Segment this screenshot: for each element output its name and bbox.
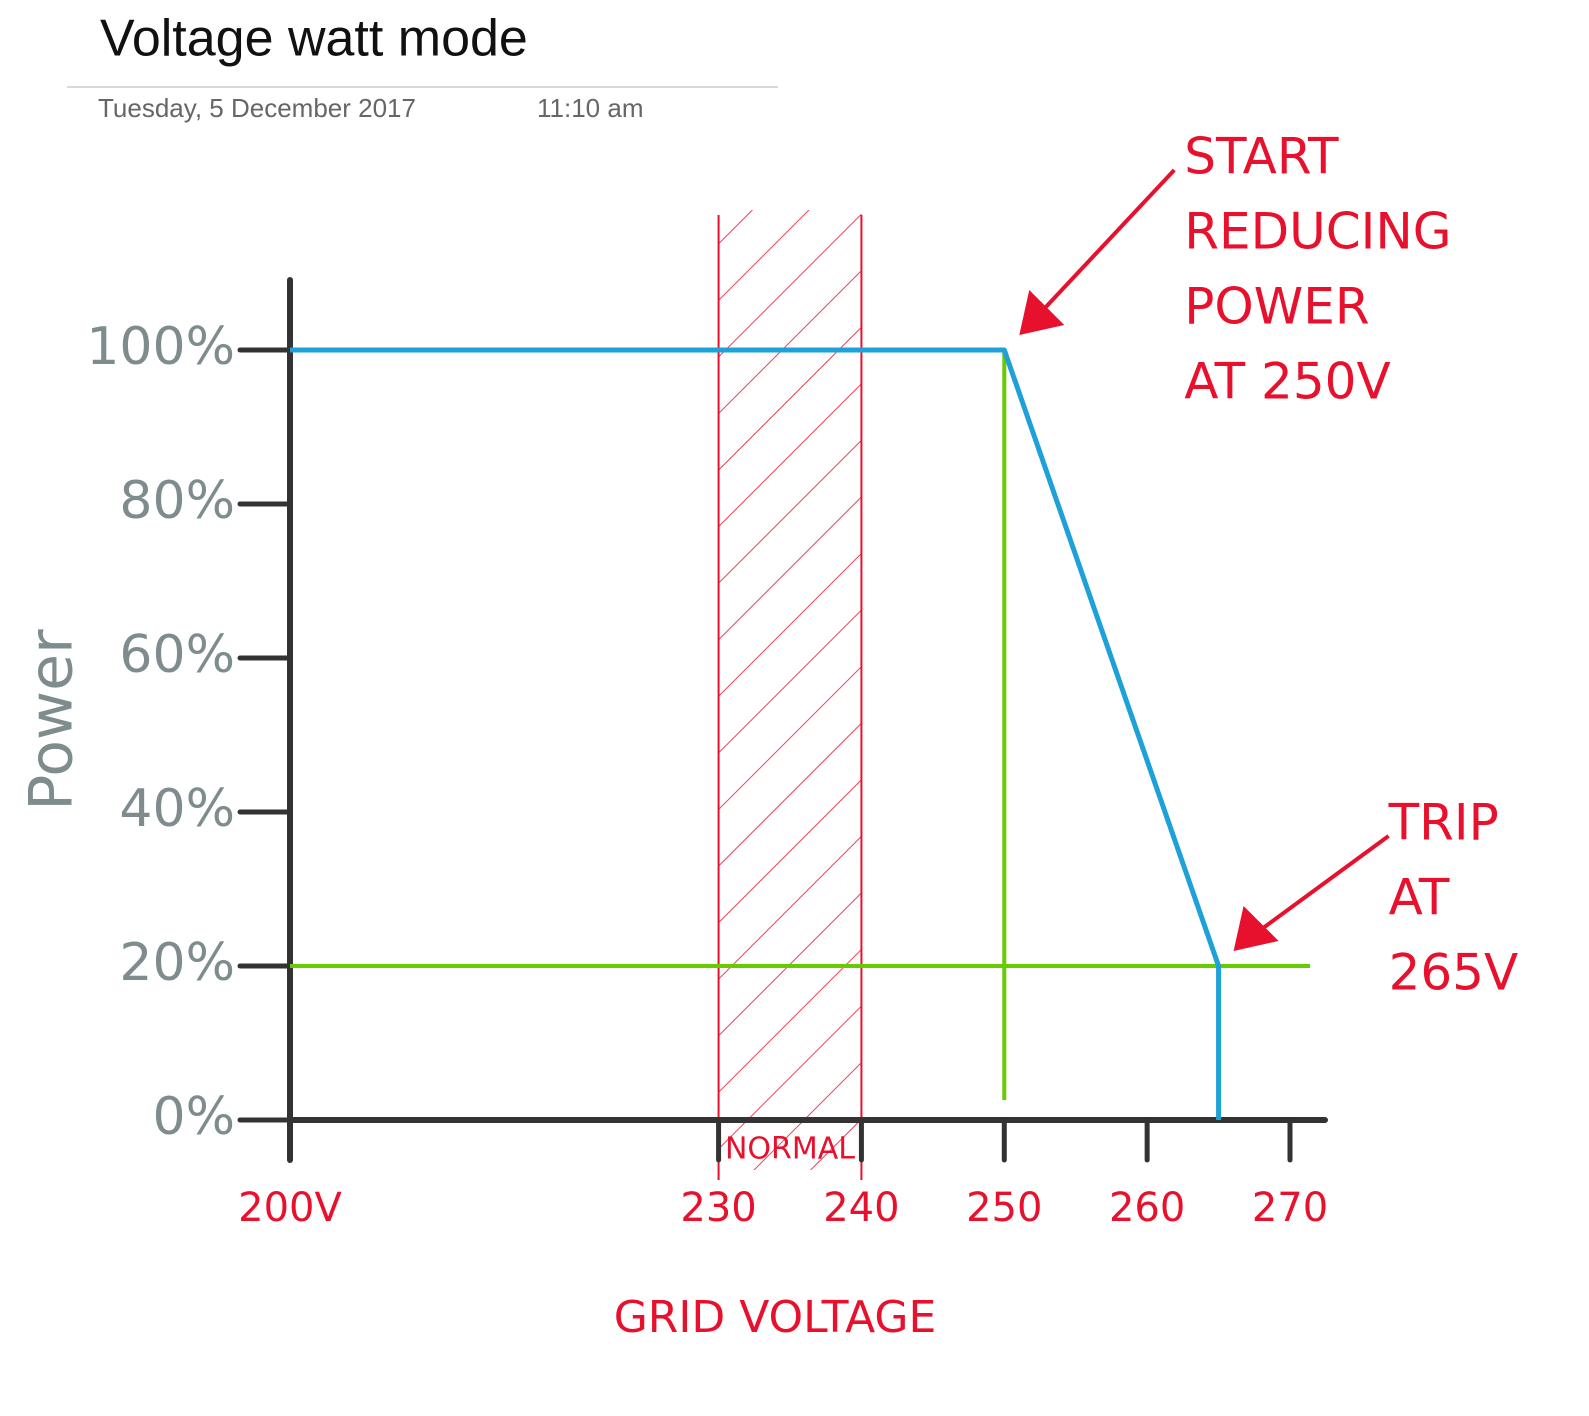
y-tick-label: 0% <box>153 1087 236 1147</box>
x-axis-label: GRID VOLTAGE <box>614 1292 937 1343</box>
power-curve <box>290 347 1222 1120</box>
page-title: Voltage watt mode <box>100 10 528 68</box>
y-tick-label: 60% <box>119 625 235 685</box>
annotation-text: AT 250V <box>1184 353 1390 411</box>
y-tick-label: 80% <box>119 471 235 531</box>
x-tick-label: 250 <box>966 1185 1042 1231</box>
x-tick-label: 260 <box>1109 1185 1185 1231</box>
annotation-arrow <box>1022 168 1176 332</box>
x-tick-label: 230 <box>680 1185 756 1231</box>
annotation-text: POWER <box>1184 278 1369 336</box>
annotation-text: REDUCING <box>1184 203 1451 261</box>
annotation-text: AT <box>1389 869 1450 927</box>
y-axis-label: Power <box>17 629 87 811</box>
x-tick-label: 270 <box>1252 1185 1328 1231</box>
y-tick-label: 100% <box>86 317 235 377</box>
annotation-text: 265V <box>1389 944 1519 1002</box>
annotation-text: START <box>1184 128 1339 186</box>
normal-band <box>718 210 862 1170</box>
normal-band-label: NORMAL <box>725 1132 855 1167</box>
x-tick-label: 240 <box>823 1185 899 1231</box>
annotation-arrowhead <box>1019 290 1065 335</box>
time: 11:10 am <box>537 93 643 123</box>
y-tick-label: 40% <box>119 779 235 839</box>
annotation-text: TRIP <box>1388 794 1499 852</box>
date: Tuesday, 5 December 2017 <box>98 93 416 123</box>
y-tick-label: 20% <box>119 933 235 993</box>
x-tick-label: 200V <box>238 1185 342 1231</box>
annotation-arrowhead <box>1233 906 1279 951</box>
